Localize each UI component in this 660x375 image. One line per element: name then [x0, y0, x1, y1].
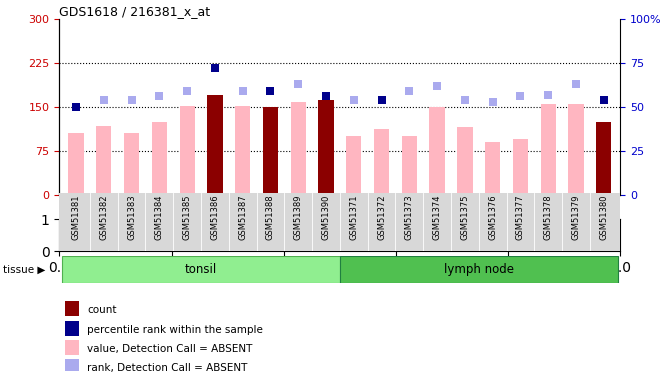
Text: GDS1618 / 216381_x_at: GDS1618 / 216381_x_at	[59, 4, 211, 18]
Bar	[207, 95, 222, 195]
Point	[487, 99, 498, 105]
Text: GSM51388: GSM51388	[266, 195, 275, 240]
Bar	[263, 107, 278, 195]
Text: GSM51390: GSM51390	[321, 195, 331, 240]
Point	[348, 97, 359, 103]
Text: GSM51386: GSM51386	[211, 195, 219, 240]
Bar	[69, 134, 84, 195]
Bar	[65, 301, 79, 316]
Text: tissue ▶: tissue ▶	[3, 265, 46, 275]
Bar	[457, 128, 473, 195]
Text: GSM51380: GSM51380	[599, 195, 609, 240]
Text: GSM51382: GSM51382	[100, 195, 108, 240]
Text: GSM51374: GSM51374	[432, 195, 442, 240]
Bar	[374, 129, 389, 195]
Text: GSM51379: GSM51379	[572, 195, 580, 240]
Point	[321, 93, 331, 99]
Text: GSM51383: GSM51383	[127, 195, 136, 240]
Point	[265, 88, 276, 94]
Bar	[235, 106, 250, 195]
Text: percentile rank within the sample: percentile rank within the sample	[87, 325, 263, 335]
Text: count: count	[87, 305, 117, 315]
Bar	[65, 340, 79, 355]
Point	[98, 97, 109, 103]
Text: GSM51389: GSM51389	[294, 195, 303, 240]
Bar	[513, 139, 528, 195]
Point	[404, 88, 414, 94]
Text: GSM51373: GSM51373	[405, 195, 414, 240]
Point	[126, 97, 137, 103]
Bar	[318, 100, 334, 195]
Point	[238, 88, 248, 94]
Point	[376, 97, 387, 103]
Text: GSM51376: GSM51376	[488, 195, 497, 240]
Text: GSM51384: GSM51384	[155, 195, 164, 240]
Bar	[62, 256, 340, 283]
Text: lymph node: lymph node	[444, 263, 513, 276]
Bar	[290, 102, 306, 195]
Text: GSM51371: GSM51371	[349, 195, 358, 240]
Text: GSM51378: GSM51378	[544, 195, 552, 240]
Text: GSM51377: GSM51377	[516, 195, 525, 240]
Text: GSM51387: GSM51387	[238, 195, 248, 240]
Text: value, Detection Call = ABSENT: value, Detection Call = ABSENT	[87, 344, 253, 354]
Bar	[65, 358, 79, 374]
Bar	[568, 104, 583, 195]
Point	[182, 88, 193, 94]
Point	[432, 83, 442, 89]
Bar	[596, 122, 611, 195]
Point	[599, 97, 609, 103]
Point	[154, 93, 164, 99]
Text: tonsil: tonsil	[185, 263, 217, 276]
Bar	[346, 136, 362, 195]
Point	[459, 97, 470, 103]
Bar	[180, 106, 195, 195]
Text: GSM51381: GSM51381	[71, 195, 81, 240]
Bar	[340, 256, 618, 283]
Bar	[430, 107, 445, 195]
Bar	[485, 142, 500, 195]
Point	[515, 93, 526, 99]
Bar	[96, 126, 112, 195]
Point	[543, 92, 554, 98]
Bar	[152, 122, 167, 195]
Text: GSM51385: GSM51385	[183, 195, 191, 240]
Bar	[59, 193, 620, 251]
Bar	[124, 134, 139, 195]
Text: GSM51375: GSM51375	[461, 195, 469, 240]
Bar	[541, 104, 556, 195]
Point	[71, 104, 81, 110]
Bar	[402, 136, 417, 195]
Point	[210, 65, 220, 71]
Point	[571, 81, 581, 87]
Point	[293, 81, 304, 87]
Text: GSM51372: GSM51372	[377, 195, 386, 240]
Text: rank, Detection Call = ABSENT: rank, Detection Call = ABSENT	[87, 363, 248, 372]
Bar	[65, 321, 79, 336]
